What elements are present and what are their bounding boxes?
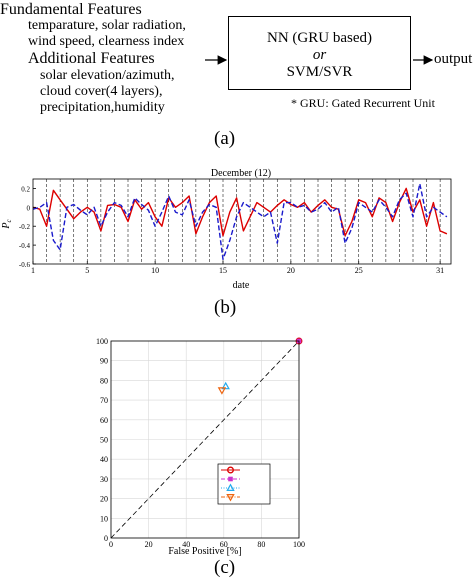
y-tick-label: 0.2	[21, 185, 30, 193]
y-tick-label: 60	[100, 416, 108, 425]
model-box-line-1: NN (GRU based)	[267, 30, 372, 46]
x-tick-label: 5	[85, 266, 89, 275]
panel-b-title: December (12)	[211, 168, 271, 179]
panel-a-arrows	[205, 55, 434, 65]
panel-b-axes-frame	[32, 178, 452, 265]
panel-a-label: (a)	[214, 128, 236, 149]
panel-b-label: (b)	[214, 297, 237, 318]
panel-c-axes-frame	[110, 340, 300, 539]
x-tick-label: 20	[287, 266, 295, 275]
y-tick-label: -0.4	[19, 242, 31, 250]
panel-c-xlabel: False Positive [%]	[168, 546, 241, 557]
y-tick-label: 70	[100, 396, 108, 405]
panel-b-chart: December (12) 1 5 10 15 20 25 31-0.6-0.4-0.200…	[1, 168, 452, 291]
x-tick-label: 25	[355, 266, 363, 275]
x-tick-label: 40	[182, 540, 190, 549]
legend-square-marker	[228, 476, 233, 482]
y-tick-label: 80	[100, 376, 108, 385]
x-tick-label: 80	[257, 540, 265, 549]
fundamental-feature-line-1: temparature, solar radiation,	[28, 18, 186, 33]
y-tick-label: 40	[100, 455, 108, 464]
y-tick-label: 20	[100, 495, 108, 504]
additional-feature-line-2: cloud cover(4 layers),	[40, 84, 163, 99]
legend-circle-marker	[227, 466, 234, 474]
y-tick-label: 0	[104, 534, 108, 543]
x-tick-label: 10	[151, 266, 159, 275]
panel-c-label: (c)	[214, 557, 236, 578]
x-tick-label: 0	[109, 540, 113, 549]
dashed-series-line	[32, 183, 448, 261]
panel-b-xlabel: date	[233, 280, 250, 291]
y-tick-label: 100	[96, 337, 108, 346]
x-tick-label: 31	[436, 266, 444, 275]
y-tick-label: 0	[27, 204, 31, 212]
x-tick-label: 20	[145, 540, 153, 549]
model-box-line-3: SVM/SVR	[286, 64, 353, 80]
solid-series-line	[32, 187, 448, 237]
panel-c-reference-line	[110, 340, 300, 539]
y-tick-label: -0.2	[19, 223, 31, 231]
legend-triangle-up-marker	[226, 483, 235, 491]
y-tick-label: 30	[100, 475, 108, 484]
x-tick-label: 15	[219, 266, 227, 275]
triangle-up-data-point	[221, 381, 230, 390]
triangle-down-data-point	[217, 387, 227, 395]
y-tick-label: 10	[100, 514, 108, 523]
model-box-line-2: or	[312, 47, 327, 63]
x-tick-label: 100	[293, 540, 305, 549]
model-box: NN (GRU based) or SVM/SVR	[228, 16, 411, 90]
fundamental-features-title: Fundamental Features	[0, 1, 142, 18]
output-label: output	[434, 51, 473, 67]
x-tick-label: 1	[31, 266, 35, 275]
panel-b-ylabel: Pc	[1, 219, 13, 230]
gru-footnote: * GRU: Gated Recurrent Unit	[291, 96, 435, 110]
y-tick-label: 90	[100, 357, 108, 366]
y-tick-label: -0.6	[19, 261, 31, 269]
fundamental-feature-line-2: wind speed, clearness index	[28, 34, 185, 49]
additional-feature-line-1: solar elevation/azimuth,	[40, 68, 175, 83]
additional-features-title: Additional Features	[28, 50, 155, 67]
panel-c-chart: 0 20 40 60 80 100 0 10 20 30 40 50 60 70 80 90 100 False…	[96, 337, 305, 557]
legend-triangle-down-marker	[226, 494, 235, 502]
x-tick-label: 60	[220, 540, 228, 549]
additional-feature-line-3: precipitation,humidity	[40, 100, 165, 115]
y-tick-label: 50	[100, 436, 108, 445]
